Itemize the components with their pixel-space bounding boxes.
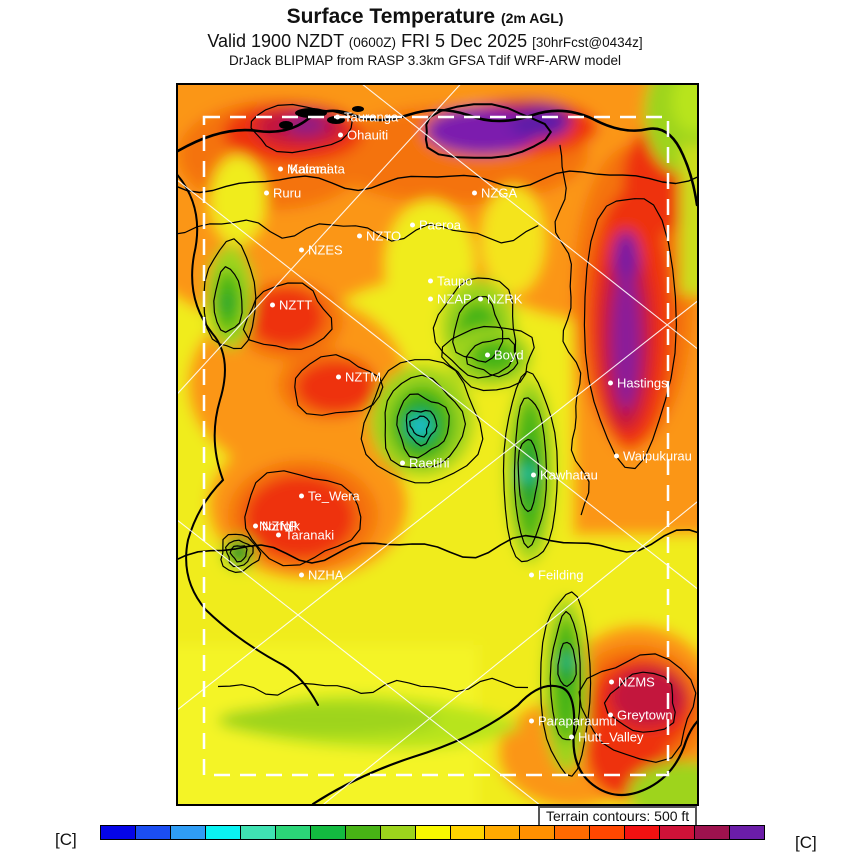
colorbar-segment <box>555 826 591 839</box>
colorbar-segment <box>170 826 206 839</box>
colorbar-segment <box>590 826 626 839</box>
model-domain-box <box>202 115 670 777</box>
valid-fcst: [30hrFcst@0434z] <box>532 35 643 51</box>
colorbar-segment <box>485 826 521 839</box>
colorbar-ticks <box>100 840 763 860</box>
colorbar-segment <box>415 826 451 839</box>
colorbar-segment <box>205 826 241 839</box>
colorbar-segment <box>730 826 765 839</box>
valid-line: Valid 1900 NZDT (0600Z) FRI 5 Dec 2025 [… <box>207 31 643 52</box>
colorbar-segment <box>345 826 381 839</box>
colorbar-segment <box>240 826 276 839</box>
temperature-field <box>178 85 697 804</box>
colorbar-segment <box>625 826 661 839</box>
colorbar-segment <box>695 826 731 839</box>
valid-zulu: (0600Z) <box>348 35 397 51</box>
graticule-lines <box>178 85 697 804</box>
terrain-note: Terrain contours: 500 ft <box>538 806 698 827</box>
colorbar-segment <box>135 826 171 839</box>
title-suffix: (2m AGL) <box>500 10 564 26</box>
temperature-shading <box>178 85 697 804</box>
unit-label-right: [C] <box>795 833 817 852</box>
unit-label-left: [C] <box>55 830 77 849</box>
valid-date: FRI 5 Dec 2025 <box>401 31 528 52</box>
colorbar-segment <box>450 826 486 839</box>
page-title: Surface Temperature (2m AGL) <box>286 5 564 28</box>
colorbar-segment <box>520 826 556 839</box>
coastline <box>178 108 697 804</box>
harbour-islets <box>279 106 364 129</box>
colorbar <box>100 825 765 840</box>
colorbar-segment <box>380 826 416 839</box>
colorbar-segment <box>660 826 696 839</box>
colorbar-segment <box>310 826 346 839</box>
colorbar-segment <box>101 826 136 839</box>
header: Surface Temperature (2m AGL) Valid 1900 … <box>0 4 850 70</box>
model-line: DrJack BLIPMAP from RASP 3.3km GFSA Tdif… <box>228 52 622 68</box>
map-frame: Tauranga Ohauiti Matamata Kaimai Ruru NZ… <box>176 83 699 806</box>
colorbar-segment <box>275 826 311 839</box>
